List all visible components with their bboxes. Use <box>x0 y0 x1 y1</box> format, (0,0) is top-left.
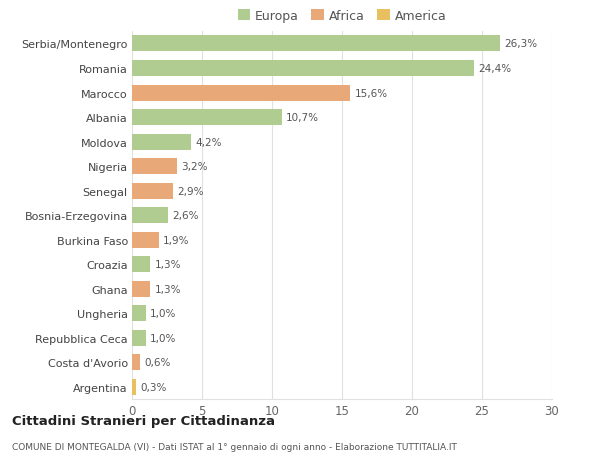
Text: 26,3%: 26,3% <box>505 39 538 50</box>
Bar <box>132 257 150 273</box>
Bar <box>132 355 140 370</box>
Bar <box>132 110 282 126</box>
Text: 1,0%: 1,0% <box>150 333 176 343</box>
Bar <box>132 61 473 77</box>
Text: 2,6%: 2,6% <box>173 211 199 221</box>
Text: 3,2%: 3,2% <box>181 162 208 172</box>
Text: 1,3%: 1,3% <box>154 260 181 270</box>
Text: 4,2%: 4,2% <box>195 137 221 147</box>
Text: COMUNE DI MONTEGALDA (VI) - Dati ISTAT al 1° gennaio di ogni anno - Elaborazione: COMUNE DI MONTEGALDA (VI) - Dati ISTAT a… <box>12 442 457 451</box>
Legend: Europa, Africa, America: Europa, Africa, America <box>235 7 449 25</box>
Text: 10,7%: 10,7% <box>286 113 319 123</box>
Bar <box>132 281 150 297</box>
Bar <box>132 379 136 395</box>
Text: 1,3%: 1,3% <box>154 284 181 294</box>
Bar <box>132 306 146 322</box>
Bar <box>132 134 191 150</box>
Text: Cittadini Stranieri per Cittadinanza: Cittadini Stranieri per Cittadinanza <box>12 414 275 428</box>
Bar <box>132 232 158 248</box>
Text: 1,9%: 1,9% <box>163 235 190 245</box>
Text: 15,6%: 15,6% <box>355 88 388 98</box>
Text: 2,9%: 2,9% <box>177 186 203 196</box>
Bar <box>132 36 500 52</box>
Text: 0,3%: 0,3% <box>140 382 167 392</box>
Bar <box>132 183 173 199</box>
Bar <box>132 159 177 175</box>
Bar <box>132 85 350 101</box>
Text: 1,0%: 1,0% <box>150 308 176 319</box>
Text: 0,6%: 0,6% <box>145 358 171 368</box>
Bar <box>132 330 146 346</box>
Text: 24,4%: 24,4% <box>478 64 511 74</box>
Bar <box>132 208 169 224</box>
